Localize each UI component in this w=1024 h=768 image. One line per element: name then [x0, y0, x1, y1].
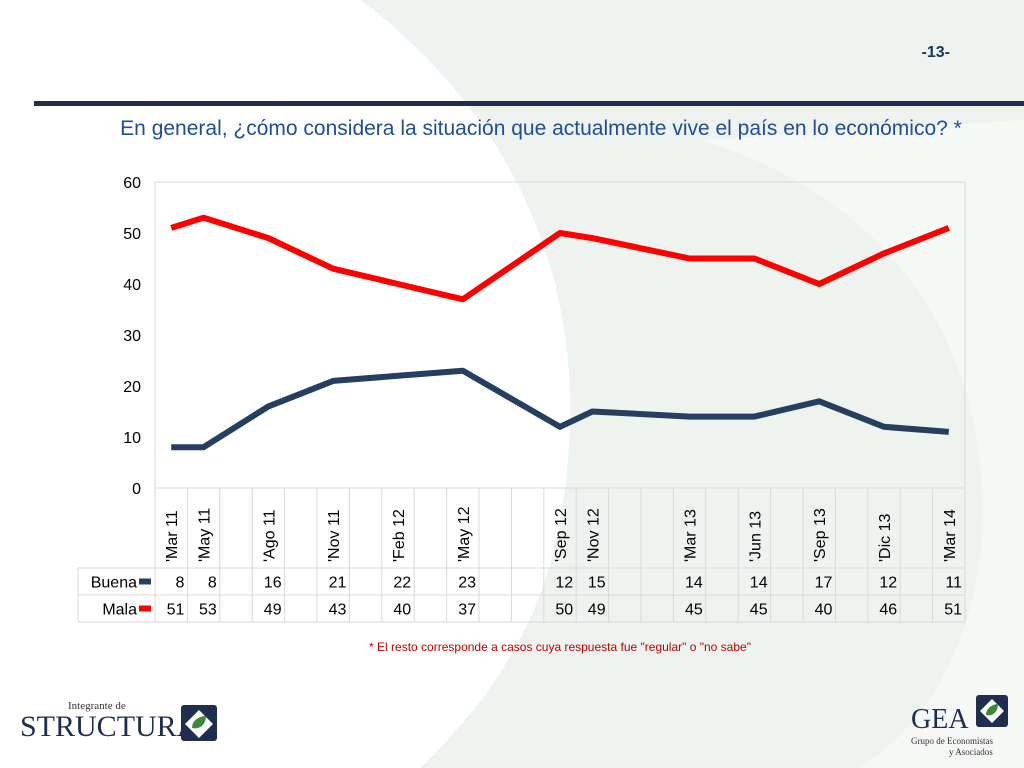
data-table-value: 50: [555, 602, 573, 619]
series-line-buena: [171, 367, 950, 451]
data-table-value: 40: [815, 602, 833, 619]
leaf-icon: [976, 695, 1008, 727]
x-tick-label: 'Feb 12: [391, 509, 408, 562]
x-tick-label: 'Sep 13: [812, 508, 829, 562]
data-table-value: 14: [750, 575, 768, 592]
series-line-mala: [170, 214, 950, 303]
x-tick-label: 'Mar 14: [942, 509, 959, 562]
data-table-value: 51: [944, 602, 962, 619]
legend-swatch-mala: [139, 605, 151, 612]
data-table-value: 49: [264, 602, 282, 619]
data-table-value: 43: [329, 602, 347, 619]
structura-logo: Integrante de STRUCTURA: [18, 690, 218, 750]
x-tick-label: 'Nov 11: [326, 509, 343, 562]
x-tick-label: 'Mar 11: [164, 510, 181, 562]
gea-logo-subtitle: Grupo de Economistas: [911, 736, 993, 746]
footnote: * El resto corresponde a casos cuya resp…: [369, 640, 751, 654]
y-tick-label: 10: [123, 430, 141, 447]
x-tick-label: 'Mar 13: [683, 509, 700, 562]
x-tick-label: 'Nov 12: [585, 508, 602, 562]
data-table-value: 51: [167, 602, 185, 619]
header-rule: [34, 101, 1024, 106]
y-tick-label: 30: [123, 328, 141, 345]
x-tick-label: 'Jun 13: [747, 511, 764, 562]
y-tick-label: 20: [123, 379, 141, 396]
leaf-icon: [181, 705, 217, 741]
x-tick-label: 'May 12: [456, 506, 473, 562]
data-table-value: 12: [555, 575, 573, 592]
y-tick-label: 60: [123, 175, 141, 192]
data-table-value: 8: [208, 575, 217, 592]
plot-area-border: [154, 181, 966, 489]
gea-logo-subtitle-2: y Asociados: [949, 747, 993, 757]
y-tick-label: 0: [132, 481, 141, 498]
gea-logo: GEA Grupo de Economistas y Asociados: [905, 690, 1020, 760]
x-tick-label: 'May 11: [197, 508, 214, 562]
page-number: -13-: [921, 44, 950, 61]
data-table-value: 22: [393, 575, 411, 592]
legend-label-buena: Buena: [91, 575, 137, 592]
data-table-value: 12: [879, 575, 897, 592]
data-table-value: 37: [458, 602, 476, 619]
data-table-value: 45: [750, 602, 768, 619]
data-table-value: 14: [685, 575, 703, 592]
legend-label-mala: Mala: [102, 602, 137, 619]
gea-logo-text: GEA: [911, 704, 969, 735]
structura-logo-text: STRUCTURA: [20, 710, 199, 743]
x-tick-label: 'Sep 12: [553, 508, 570, 562]
legend-swatch-buena: [139, 578, 151, 585]
data-table-value: 15: [588, 575, 606, 592]
y-tick-label: 50: [123, 226, 141, 243]
structura-logo-caption: Integrante de: [68, 700, 126, 712]
data-table-value: 21: [329, 575, 347, 592]
data-table-value: 11: [945, 575, 962, 592]
data-table-value: 17: [815, 575, 833, 592]
data-table-value: 40: [393, 602, 411, 619]
data-table-value: 49: [588, 602, 606, 619]
x-tick-label: 'Dic 13: [877, 513, 894, 562]
data-table-value: 53: [199, 602, 217, 619]
data-table-value: 23: [458, 575, 476, 592]
chart-title: En general, ¿cómo considera la situación…: [120, 117, 962, 140]
data-table-value: 8: [175, 575, 184, 592]
data-table-value: 45: [685, 602, 703, 619]
x-tick-label: 'Ago 11: [261, 509, 278, 562]
data-table-value: 16: [264, 575, 282, 592]
data-table-value: 46: [879, 602, 897, 619]
y-tick-label: 40: [123, 277, 141, 294]
